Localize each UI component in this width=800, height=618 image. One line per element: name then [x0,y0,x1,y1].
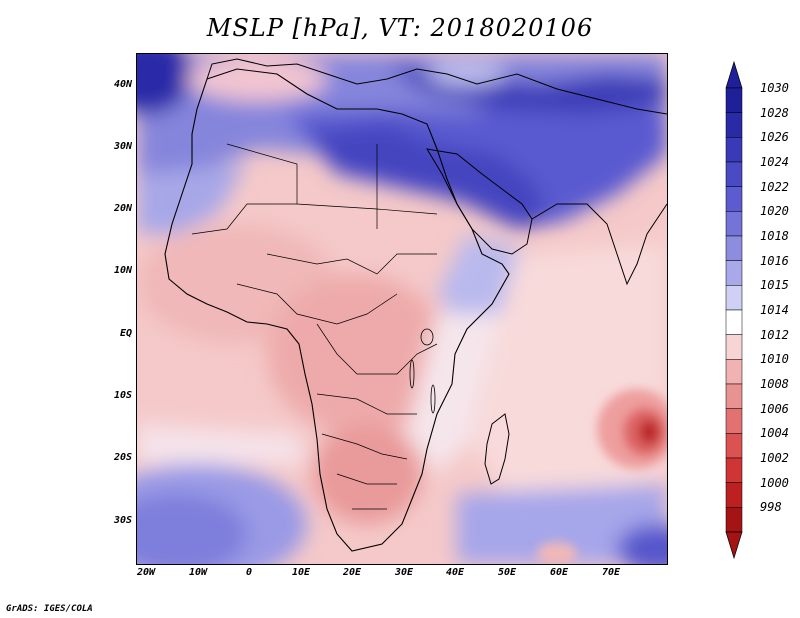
colorbar-level-label: 1012 [760,327,789,342]
colorbar-level-label: 1002 [760,451,789,465]
colorbar-level-label: 1026 [760,130,789,145]
colorbar-swatch [725,260,743,286]
colorbar-level-label: 1022 [760,179,789,194]
colorbar-swatch [725,161,743,187]
colorbar-level-label: 1000 [760,475,789,490]
lon-label-10e: 10E [291,567,311,578]
pressure-map [136,53,668,565]
colorbar-level-label: 1018 [760,229,789,243]
colorbar-level-label: 1006 [760,401,789,416]
colorbar-swatch [725,408,743,434]
lat-label-20n: 20N [113,203,132,214]
pressure-field [137,54,667,564]
colorbar-level-label: 1030 [760,81,789,95]
lat-label-30s: 30S [113,515,132,526]
colorbar-swatch [725,359,743,385]
lon-label-0: 0 [245,567,253,578]
lon-label-20e: 20E [342,567,362,578]
map-title: MSLP [hPa], VT: 2018020106 [206,14,594,42]
arabia-coastline [426,148,533,255]
madagascar-outline [484,413,510,485]
lat-label-40n: 40N [113,79,132,90]
colorbar-top-arrow [725,60,743,89]
colorbar-swatch [725,87,743,113]
colorbar-bottom-arrow [725,531,743,560]
colorbar-swatch [725,285,743,311]
colorbar-level-label: 1028 [760,105,789,120]
grads-credit: GrADS: IGES/COLA [6,604,93,614]
lon-label-20w: 20W [136,567,156,578]
colorbar-swatch [725,334,743,360]
lon-label-60e: 60E [549,567,569,578]
lat-label-10n: 10N [113,265,132,276]
colorbar [725,60,743,560]
lon-label-40e: 40E [445,567,465,578]
colorbar-swatch [725,186,743,212]
europe-coastline [206,58,667,115]
colorbar-level-label: 1010 [760,352,789,367]
colorbar-swatch [725,211,743,237]
lat-label-30n: 30N [113,141,132,152]
colorbar-swatch [725,309,743,335]
lon-label-30e: 30E [394,567,414,578]
colorbar-swatch [725,235,743,261]
colorbar-level-label: 1024 [760,155,789,169]
colorbar-level-label: 1008 [760,377,789,391]
lat-label-eq: EQ [119,328,132,339]
colorbar-level-label: 1014 [760,303,789,317]
colorbar-level-label: 1004 [760,426,789,441]
colorbar-swatch [725,137,743,163]
colorbar-swatch [725,507,743,533]
lon-label-70e: 70E [601,567,621,578]
lon-label-10w: 10W [188,567,208,578]
lat-label-10s: 10S [113,390,132,401]
colorbar-level-label: 1016 [760,253,789,268]
colorbar-swatch [725,112,743,138]
colorbar-swatch [725,482,743,508]
colorbar-level-label: 1015 [760,278,789,293]
colorbar-level-label: 1020 [760,204,789,219]
lon-label-50e: 50E [497,567,517,578]
colorbar-swatch [725,457,743,483]
lat-label-20s: 20S [113,452,132,463]
colorbar-level-label: 998 [760,500,782,515]
africa-coastline [164,68,510,552]
colorbar-swatch [725,433,743,459]
colorbar-swatch [725,383,743,409]
